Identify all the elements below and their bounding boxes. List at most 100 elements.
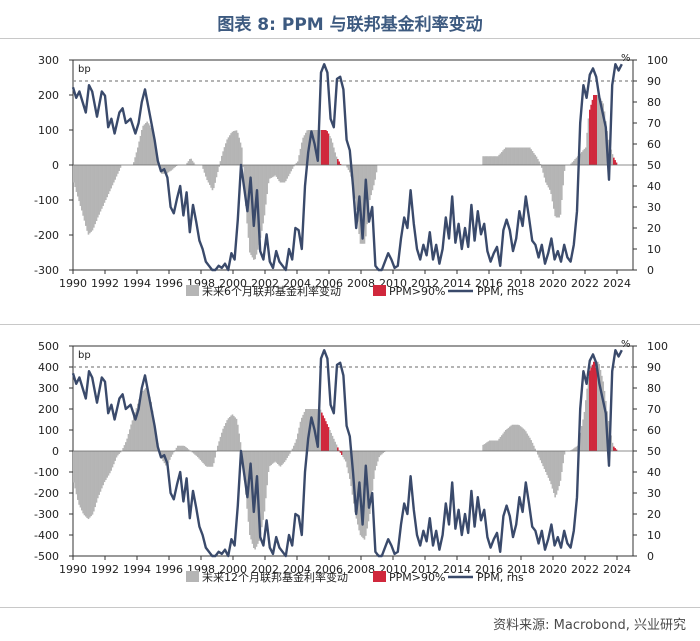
bar-rate-change xyxy=(537,451,539,455)
bar-rate-change xyxy=(286,451,288,458)
bar-rate-change xyxy=(355,165,358,210)
legend-swatch-rate-change xyxy=(186,285,199,296)
bar-ppm-above-90 xyxy=(591,364,594,451)
bar-rate-change xyxy=(110,451,112,471)
bar-rate-change xyxy=(519,426,522,451)
x-tick-label: 2016 xyxy=(475,563,503,576)
bar-rate-change xyxy=(74,451,76,489)
bar-rate-change xyxy=(547,165,550,188)
bar-rate-change xyxy=(522,147,524,165)
bar-ppm-above-90 xyxy=(594,361,596,451)
bar-rate-change xyxy=(377,451,379,462)
bar-rate-change xyxy=(482,156,484,165)
bar-rate-change xyxy=(282,165,284,183)
bar-rate-change xyxy=(266,451,268,486)
bar-rate-change xyxy=(97,165,99,218)
bar-rate-change xyxy=(342,451,344,458)
bar-rate-change xyxy=(295,162,298,165)
right-tick-label: 100 xyxy=(647,54,668,67)
bar-rate-change xyxy=(214,451,216,458)
bar-rate-change xyxy=(230,133,232,165)
bar-rate-change xyxy=(579,153,582,165)
bar-rate-change xyxy=(301,417,303,451)
legend-label-ppm-above-90: PPM>90% xyxy=(389,571,445,584)
bar-rate-change xyxy=(106,165,108,198)
bar-rate-change xyxy=(278,451,280,466)
bar-rate-change xyxy=(329,430,331,451)
bar-rate-change xyxy=(274,165,276,176)
bar-rate-change xyxy=(541,451,543,464)
x-tick-label: 1990 xyxy=(59,277,87,290)
bar-rate-change xyxy=(197,451,199,458)
right-tick-label: 90 xyxy=(647,75,661,88)
bar-rate-change xyxy=(235,418,238,451)
legend-label-ppm-line: PPM, rhs xyxy=(477,571,524,584)
bar-rate-change xyxy=(266,165,268,195)
bar-rate-change xyxy=(273,165,275,177)
bar-rate-change xyxy=(542,451,544,467)
bar-rate-change xyxy=(333,147,335,165)
bar-rate-change xyxy=(489,156,491,165)
bar-rate-change xyxy=(365,451,367,536)
bar-rate-change xyxy=(114,165,116,180)
bar-rate-change xyxy=(125,442,127,451)
bar-rate-change xyxy=(137,147,139,165)
bar-ppm-above-90 xyxy=(323,130,326,165)
bar-rate-change xyxy=(597,95,599,165)
bar-rate-change xyxy=(149,396,151,451)
bar-rate-change xyxy=(93,165,95,228)
bar-rate-change xyxy=(579,432,582,451)
bar-rate-change xyxy=(374,165,376,180)
bar-rate-change xyxy=(495,156,498,165)
bar-rate-change xyxy=(249,451,251,535)
bar-rate-change xyxy=(269,451,271,467)
bar-rate-change xyxy=(490,440,492,451)
bar-rate-change xyxy=(83,451,86,516)
bar-rate-change xyxy=(259,165,262,238)
bar-rate-change xyxy=(173,451,175,453)
bar-ppm-above-90 xyxy=(322,415,324,451)
bar-rate-change xyxy=(563,451,566,455)
bar-rate-change xyxy=(223,426,226,451)
bar-rate-change xyxy=(582,150,584,165)
bar-ppm-above-90 xyxy=(341,451,343,455)
bar-rate-change xyxy=(515,147,518,165)
bar-rate-change xyxy=(310,409,312,451)
bar-rate-change xyxy=(546,451,548,475)
left-tick-label: 300 xyxy=(38,382,59,395)
right-tick-label: 0 xyxy=(647,264,654,277)
bar-rate-change xyxy=(517,424,519,451)
bar-rate-change xyxy=(86,165,88,231)
bar-rate-change xyxy=(138,399,140,451)
bar-rate-change xyxy=(602,381,604,451)
bar-rate-change xyxy=(154,428,156,451)
bar-rate-change xyxy=(301,142,303,165)
bar-rate-change xyxy=(601,375,603,451)
bar-rate-change xyxy=(269,165,271,179)
x-tick-label: 2000 xyxy=(219,277,247,290)
bar-rate-change xyxy=(139,394,142,451)
bar-rate-change xyxy=(275,451,278,463)
bar-rate-change xyxy=(143,124,146,165)
bar-rate-change xyxy=(603,390,606,451)
bar-rate-change xyxy=(206,451,208,467)
bar-ppm-above-90 xyxy=(595,361,598,451)
left-tick-label: -200 xyxy=(34,487,59,500)
bar-rate-change xyxy=(331,435,334,451)
bar-rate-change xyxy=(285,165,287,182)
left-tick-label: -300 xyxy=(34,508,59,521)
bar-rate-change xyxy=(286,165,288,179)
x-tick-label: 2002 xyxy=(251,563,279,576)
bar-rate-change xyxy=(535,156,538,165)
right-unit-label: % xyxy=(621,53,631,64)
bar-rate-change xyxy=(354,451,356,513)
bar-rate-change xyxy=(262,451,264,520)
bar-rate-change xyxy=(497,440,499,451)
bar-rate-change xyxy=(570,450,572,451)
bar-rate-change xyxy=(549,165,551,190)
bar-rate-change xyxy=(205,165,207,177)
bar-rate-change xyxy=(603,111,606,165)
bar-rate-change xyxy=(89,165,91,234)
bar-rate-change xyxy=(575,157,578,165)
bar-rate-change xyxy=(167,165,170,173)
